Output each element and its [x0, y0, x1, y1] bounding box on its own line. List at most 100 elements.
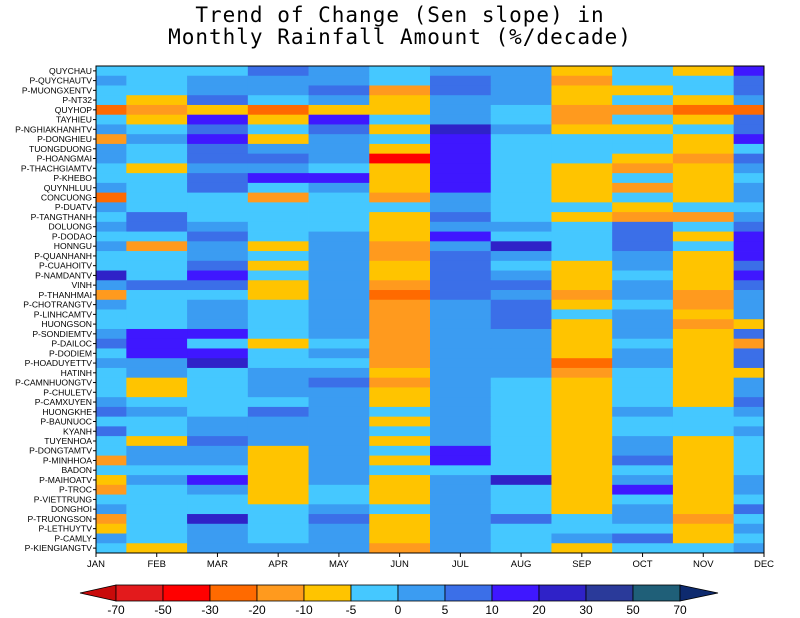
heatmap-cell — [551, 104, 613, 116]
heatmap-cell — [430, 270, 492, 281]
heatmap-cell — [187, 543, 249, 554]
y-tick-label: DONGHOI — [51, 504, 92, 514]
colorbar-segment — [397, 584, 446, 602]
heatmap-cell — [96, 182, 127, 194]
heatmap-cell — [672, 514, 735, 525]
heatmap-cell — [430, 494, 492, 505]
heatmap-cell — [612, 153, 674, 164]
heatmap-cell — [430, 475, 492, 486]
heatmap-cell — [308, 523, 370, 534]
colorbar-segment — [491, 584, 540, 602]
heatmap-cell — [187, 299, 249, 310]
heatmap-cell — [490, 358, 552, 369]
heatmap-cell — [672, 75, 735, 86]
heatmap-cell — [490, 445, 552, 456]
heatmap-cell — [430, 543, 492, 554]
heatmap-cell — [490, 260, 552, 271]
heatmap-cell — [247, 104, 309, 116]
heatmap-cell — [551, 221, 613, 232]
heatmap-cell — [96, 465, 127, 476]
heatmap-cell — [733, 358, 765, 369]
heatmap-cell — [308, 533, 370, 544]
heatmap-cell — [733, 406, 765, 418]
heatmap-cell — [551, 523, 613, 534]
colorbar-segment — [115, 584, 164, 602]
heatmap-cell — [369, 455, 431, 466]
heatmap-cell — [247, 290, 309, 301]
y-tick-label: P-KHEBO — [53, 173, 92, 183]
heatmap-cell — [430, 134, 492, 145]
colorbar-segment — [444, 584, 493, 602]
heatmap-cell — [612, 134, 674, 145]
heatmap-cell — [733, 75, 765, 86]
heatmap-cell — [369, 85, 431, 96]
colorbar-tick-label: 10 — [485, 603, 499, 617]
heatmap-cell — [430, 143, 492, 155]
x-tick-label: JAN — [87, 559, 105, 570]
y-tick-label: P-TROC — [59, 485, 92, 495]
heatmap-cell — [551, 387, 613, 398]
heatmap-cell — [369, 231, 431, 242]
heatmap-cell — [490, 124, 552, 135]
heatmap-cell — [672, 465, 735, 476]
heatmap-cell — [126, 95, 188, 106]
heatmap-cell — [430, 173, 492, 184]
heatmap-cell — [490, 514, 552, 525]
heatmap-cell — [551, 202, 613, 213]
heatmap-cell — [733, 436, 765, 447]
heatmap-cell — [247, 494, 309, 505]
heatmap-cell — [96, 75, 127, 86]
heatmap-cell — [672, 358, 735, 369]
heatmap-cell — [126, 153, 188, 164]
heatmap-cell — [96, 66, 127, 77]
y-tick-label: P-DUATV — [55, 202, 92, 212]
heatmap-cell — [490, 66, 552, 77]
heatmap-cell — [490, 212, 552, 223]
heatmap-cell — [187, 523, 249, 534]
heatmap-cell — [247, 319, 309, 330]
heatmap-cell — [430, 416, 492, 427]
heatmap-cell — [308, 328, 370, 340]
heatmap-cell — [126, 494, 188, 505]
heatmap-cell — [187, 153, 249, 164]
heatmap-cell — [187, 66, 249, 77]
heatmap-cell — [187, 455, 249, 466]
heatmap-cell — [612, 348, 674, 359]
heatmap-cell — [126, 338, 188, 349]
heatmap-cell — [308, 85, 370, 96]
heatmap-cell — [733, 182, 765, 194]
heatmap-cell — [308, 319, 370, 330]
heatmap-cell — [490, 543, 552, 554]
heatmap-cell — [126, 533, 188, 544]
x-tick-label: AUG — [511, 559, 532, 570]
heatmap-cell — [369, 465, 431, 476]
heatmap-cell — [672, 319, 735, 330]
heatmap-cell — [187, 231, 249, 242]
heatmap-cell — [247, 153, 309, 164]
heatmap-cell — [733, 143, 765, 155]
heatmap-cell — [308, 143, 370, 155]
heatmap-cell — [126, 397, 188, 408]
heatmap-cell — [672, 66, 735, 77]
heatmap-cell — [733, 484, 765, 495]
heatmap-cell — [612, 241, 674, 252]
heatmap-cell — [369, 348, 431, 359]
heatmap-cell — [490, 338, 552, 349]
heatmap-cell — [96, 104, 127, 116]
heatmap-cell — [369, 299, 431, 310]
heatmap-cell — [551, 455, 613, 466]
heatmap-cell — [551, 75, 613, 86]
heatmap-cell — [733, 426, 765, 437]
heatmap-cell — [490, 377, 552, 388]
heatmap-cell — [551, 270, 613, 281]
heatmap-cell — [612, 406, 674, 418]
heatmap-cell — [551, 504, 613, 515]
heatmap-cell — [369, 75, 431, 86]
heatmap-cell — [247, 543, 309, 554]
heatmap-cell — [187, 397, 249, 408]
heatmap-cell — [126, 319, 188, 330]
heatmap-cell — [126, 241, 188, 252]
heatmap-cell — [369, 367, 431, 379]
heatmap-cell — [672, 134, 735, 145]
colorbar-tick-label: 5 — [442, 603, 449, 617]
